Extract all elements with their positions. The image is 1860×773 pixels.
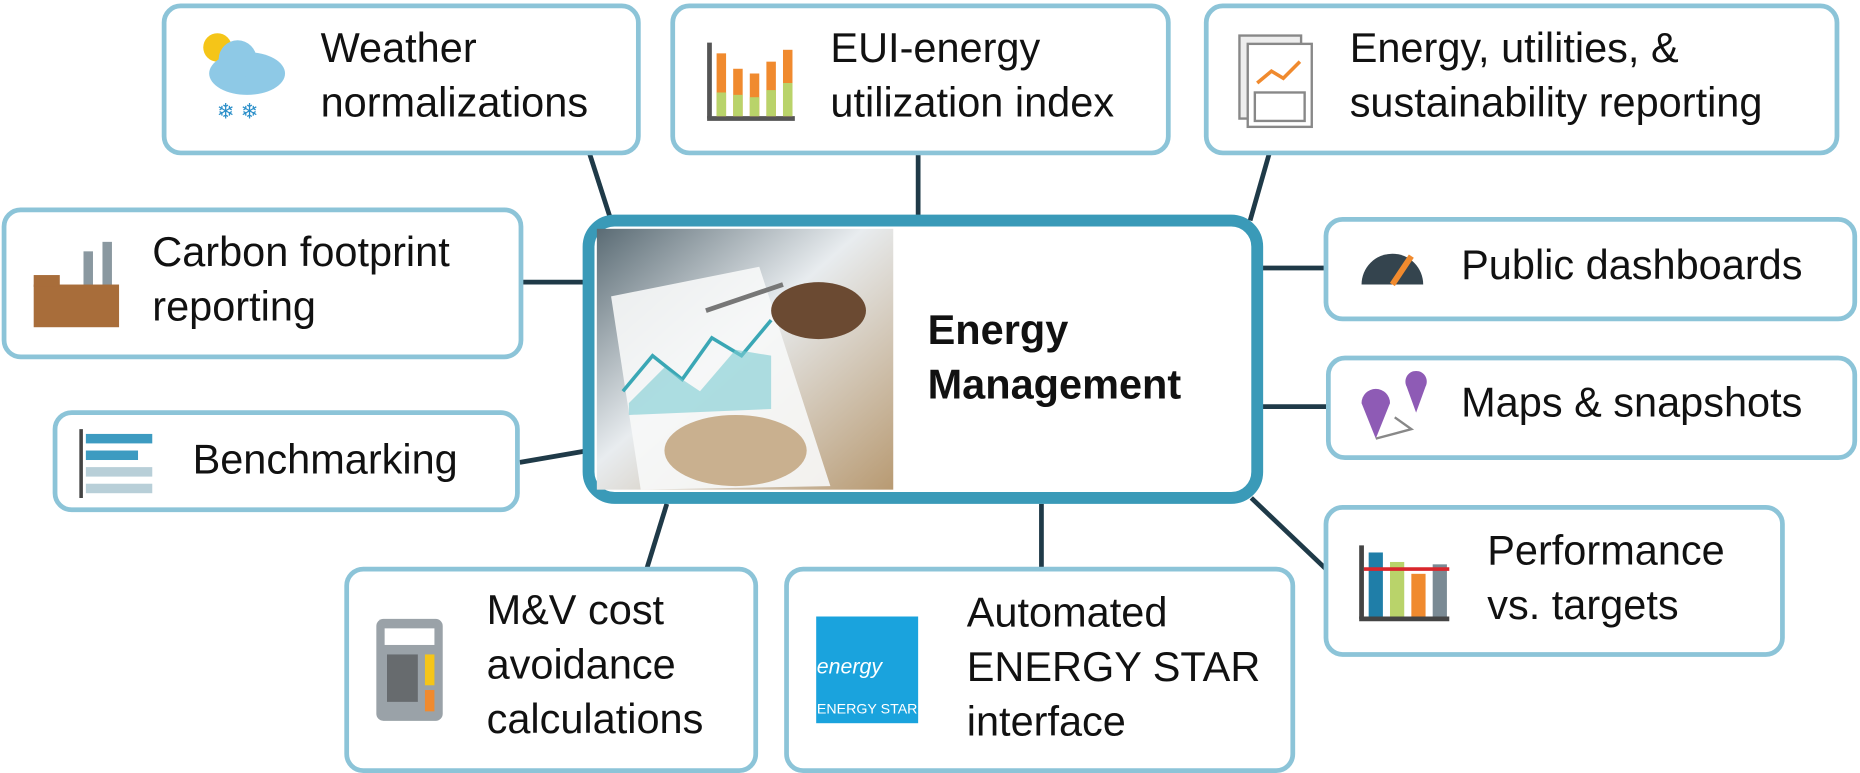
node-label: Public dashboards bbox=[1461, 241, 1802, 288]
connector bbox=[520, 451, 589, 463]
node-label: sustainability reporting bbox=[1350, 78, 1763, 125]
node-label: Benchmarking bbox=[193, 435, 458, 482]
node-label: Weather bbox=[321, 24, 477, 71]
node-label: EUI-energy bbox=[830, 24, 1040, 71]
node-label: ENERGY STAR bbox=[967, 643, 1261, 690]
center-title: Management bbox=[928, 361, 1182, 408]
svg-text:❄ ❄: ❄ ❄ bbox=[217, 100, 259, 124]
node-label: Carbon footprint bbox=[152, 228, 450, 275]
calculator-icon bbox=[376, 619, 442, 721]
connector bbox=[647, 504, 667, 569]
node-label: interface bbox=[967, 697, 1126, 744]
diagram: Energy Management Weather normalizations E… bbox=[0, 0, 1860, 773]
node-label: vs. targets bbox=[1487, 581, 1678, 628]
node-label: utilization index bbox=[830, 78, 1114, 125]
node-label: calculations bbox=[487, 695, 704, 742]
node-label: M&V cost bbox=[487, 586, 665, 633]
center-photo bbox=[597, 229, 893, 490]
connector bbox=[1250, 154, 1269, 220]
node-label: normalizations bbox=[321, 78, 588, 125]
energy-star-icon: energy ENERGY STAR bbox=[816, 617, 918, 724]
logo-script: energy bbox=[817, 654, 884, 678]
center-title: Energy bbox=[928, 306, 1069, 353]
node-label: Energy, utilities, & bbox=[1350, 24, 1679, 71]
node-label: avoidance bbox=[487, 640, 676, 687]
node-label: Performance bbox=[1487, 527, 1724, 574]
node-label: Maps & snapshots bbox=[1461, 378, 1802, 425]
node-label: Automated bbox=[967, 588, 1168, 635]
logo-text: ENERGY STAR bbox=[817, 702, 918, 718]
connector bbox=[1251, 498, 1326, 569]
connector bbox=[590, 154, 611, 220]
node-label: reporting bbox=[152, 282, 316, 329]
report-icon bbox=[1239, 36, 1311, 127]
